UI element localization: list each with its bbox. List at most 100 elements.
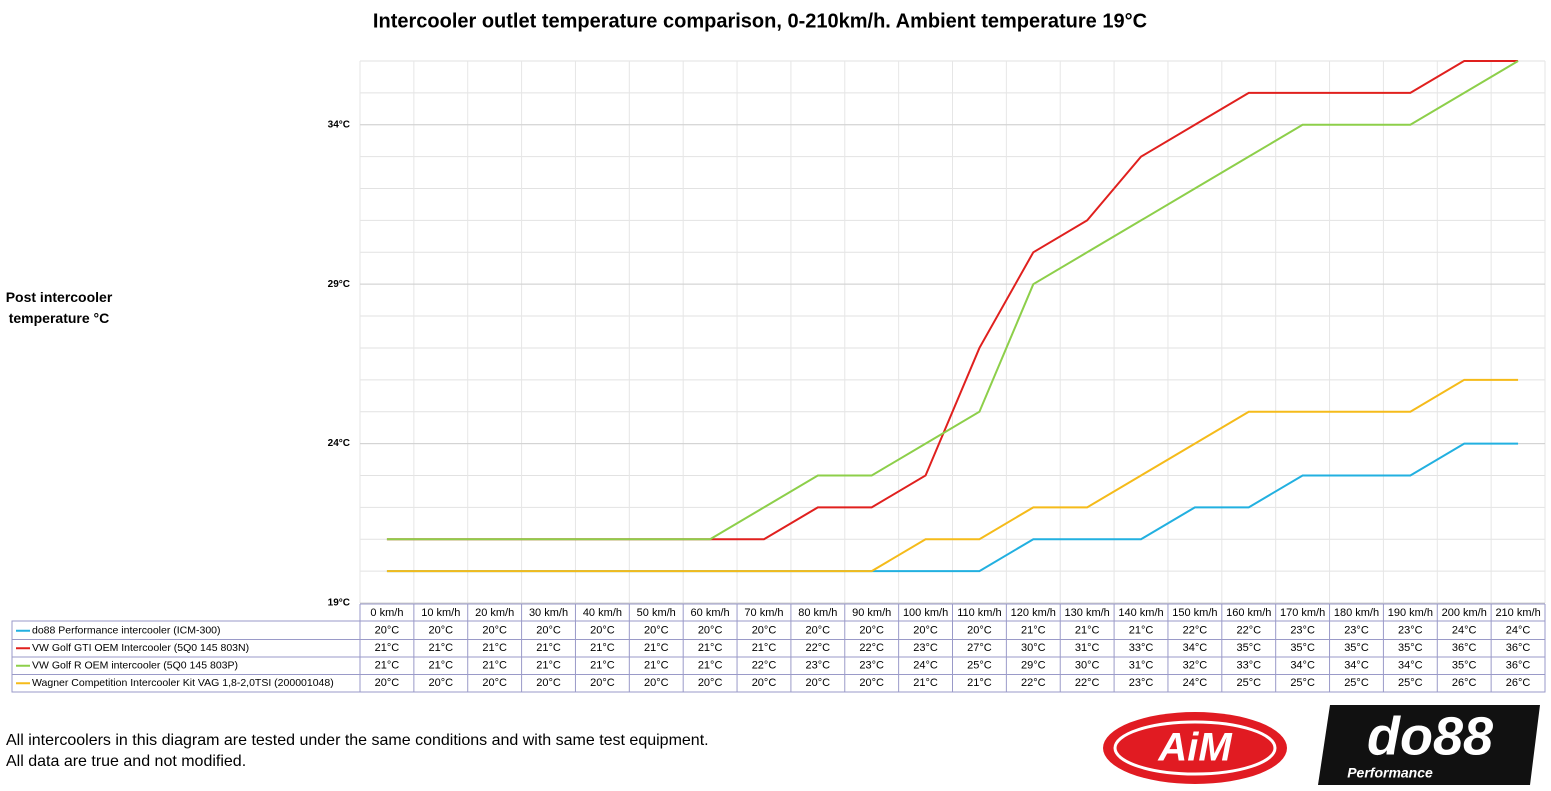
table-value: 29°C xyxy=(1021,660,1046,672)
x-tick-label: 50 km/h xyxy=(637,607,676,619)
table-value: 22°C xyxy=(1075,677,1100,689)
table-value: 23°C xyxy=(806,660,831,672)
table-value: 21°C xyxy=(536,660,561,672)
x-tick-label: 170 km/h xyxy=(1280,607,1325,619)
table-value: 20°C xyxy=(375,677,400,689)
table-value: 21°C xyxy=(967,677,992,689)
table-value: 21°C xyxy=(1129,625,1154,637)
table-value: 36°C xyxy=(1506,660,1531,672)
x-tick-label: 200 km/h xyxy=(1442,607,1487,619)
table-value: 20°C xyxy=(806,677,831,689)
table-value: 20°C xyxy=(859,625,884,637)
table-value: 33°C xyxy=(1236,660,1261,672)
x-tick-label: 0 km/h xyxy=(370,607,403,619)
table-value: 21°C xyxy=(482,660,507,672)
legend-label: VW Golf GTI OEM Intercooler (5Q0 145 803… xyxy=(32,642,249,654)
table-value: 35°C xyxy=(1344,642,1369,654)
aim-logo-bg xyxy=(1103,712,1287,784)
table-value: 20°C xyxy=(536,625,561,637)
table-value: 35°C xyxy=(1398,642,1423,654)
table-value: 20°C xyxy=(698,677,723,689)
table-value: 23°C xyxy=(1290,625,1315,637)
table-value: 21°C xyxy=(482,642,507,654)
x-tick-label: 180 km/h xyxy=(1334,607,1379,619)
x-tick-label: 30 km/h xyxy=(529,607,568,619)
x-tick-label: 100 km/h xyxy=(903,607,948,619)
do88-logo-sub: Performance xyxy=(1347,765,1433,781)
table-value: 22°C xyxy=(1183,625,1208,637)
table-value: 23°C xyxy=(1129,677,1154,689)
legend-label: VW Golf R OEM intercooler (5Q0 145 803P) xyxy=(32,660,238,672)
y-tick-label: 34°C xyxy=(328,119,350,130)
table-value: 21°C xyxy=(375,642,400,654)
table-value: 21°C xyxy=(429,642,454,654)
table-value: 30°C xyxy=(1021,642,1046,654)
table-value: 20°C xyxy=(482,625,507,637)
table-value: 31°C xyxy=(1075,642,1100,654)
table-value: 26°C xyxy=(1506,677,1531,689)
table-value: 23°C xyxy=(1344,625,1369,637)
x-tick-label: 150 km/h xyxy=(1172,607,1217,619)
table-value: 21°C xyxy=(429,660,454,672)
x-tick-label: 190 km/h xyxy=(1388,607,1433,619)
table-value: 20°C xyxy=(644,625,669,637)
table-value: 21°C xyxy=(698,660,723,672)
table-value: 34°C xyxy=(1398,660,1423,672)
x-tick-label: 140 km/h xyxy=(1118,607,1163,619)
table-value: 34°C xyxy=(1344,660,1369,672)
table-value: 20°C xyxy=(752,677,777,689)
table-value: 21°C xyxy=(698,642,723,654)
series-line xyxy=(386,60,1519,541)
table-value: 22°C xyxy=(1236,625,1261,637)
x-tick-label: 110 km/h xyxy=(957,607,1001,619)
table-value: 21°C xyxy=(375,660,400,672)
table-value: 20°C xyxy=(913,625,938,637)
table-value: 22°C xyxy=(859,642,884,654)
table-value: 20°C xyxy=(590,625,615,637)
table-value: 32°C xyxy=(1183,660,1208,672)
series-line xyxy=(386,378,1519,573)
table-value: 25°C xyxy=(967,660,992,672)
do88-logo-bg xyxy=(1318,705,1540,785)
x-tick-label: 160 km/h xyxy=(1226,607,1271,619)
table-value: 20°C xyxy=(375,625,400,637)
table-value: 20°C xyxy=(644,677,669,689)
y-tick-label: 24°C xyxy=(328,438,350,449)
logos: AiM do88 Performance xyxy=(1103,705,1540,785)
table-value: 24°C xyxy=(1183,677,1208,689)
table-value: 24°C xyxy=(913,660,938,672)
table-value: 20°C xyxy=(429,677,454,689)
x-tick-label: 60 km/h xyxy=(691,607,730,619)
table-value: 20°C xyxy=(859,677,884,689)
table-value: 34°C xyxy=(1290,660,1315,672)
table-value: 20°C xyxy=(806,625,831,637)
table-value: 21°C xyxy=(644,660,669,672)
do88-logo-text: do88 xyxy=(1367,706,1493,766)
legend-label: do88 Performance intercooler (ICM-300) xyxy=(32,625,221,637)
chart-title: Intercooler outlet temperature compariso… xyxy=(373,10,1147,32)
table-value: 20°C xyxy=(482,677,507,689)
table-value: 34°C xyxy=(1183,642,1208,654)
table-value: 30°C xyxy=(1075,660,1100,672)
table-value: 27°C xyxy=(967,642,992,654)
footnote-line: All data are true and not modified. xyxy=(6,753,247,770)
table-value: 21°C xyxy=(1021,625,1046,637)
table-value: 23°C xyxy=(859,660,884,672)
footnote-line: All intercoolers in this diagram are tes… xyxy=(6,732,709,749)
table-value: 25°C xyxy=(1236,677,1261,689)
table-value: 21°C xyxy=(644,642,669,654)
table-value: 36°C xyxy=(1452,642,1477,654)
table-value: 20°C xyxy=(590,677,615,689)
aim-logo-ring xyxy=(1113,720,1277,776)
table-value: 35°C xyxy=(1452,660,1477,672)
table-value: 26°C xyxy=(1452,677,1477,689)
table-value: 20°C xyxy=(698,625,723,637)
table-value: 22°C xyxy=(1021,677,1046,689)
table-value: 25°C xyxy=(1290,677,1315,689)
table-value: 21°C xyxy=(913,677,938,689)
table-value: 20°C xyxy=(752,625,777,637)
table-value: 20°C xyxy=(967,625,992,637)
table-value: 25°C xyxy=(1344,677,1369,689)
